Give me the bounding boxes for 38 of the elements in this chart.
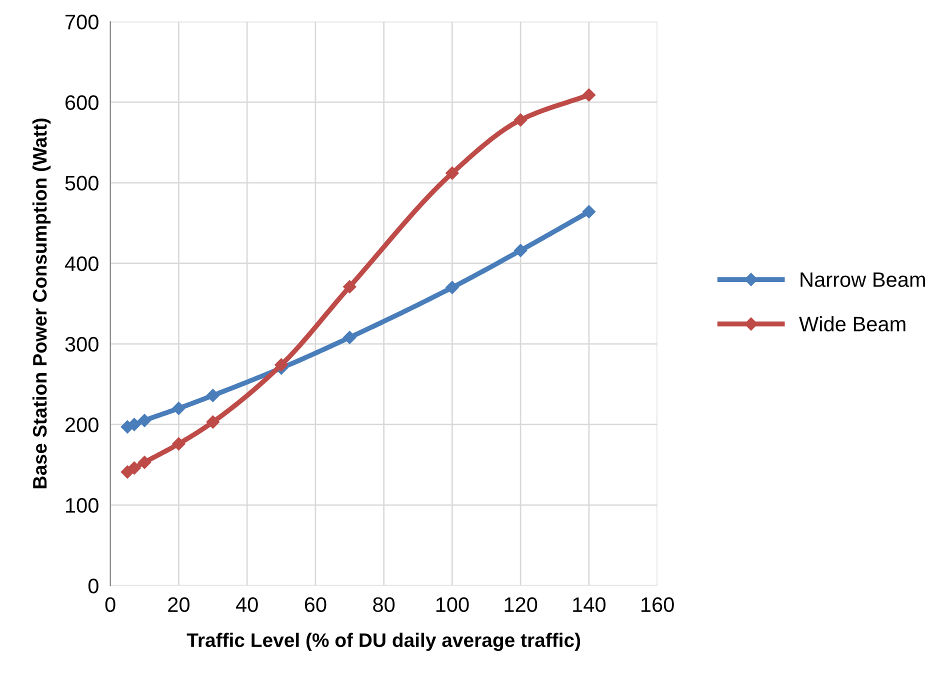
point — [128, 461, 141, 475]
y-tick-label: 0 — [88, 578, 98, 594]
x-tick-label: 60 — [304, 597, 326, 612]
point — [582, 205, 596, 218]
point — [172, 437, 186, 450]
point — [446, 166, 459, 180]
legend-label: Wide Beam — [799, 316, 906, 332]
point — [343, 330, 356, 344]
y-axis-title: Base Station Power Consumption (Watt) — [32, 118, 51, 488]
point — [343, 280, 356, 294]
x-tick-label: 140 — [573, 597, 606, 612]
legend-label: Narrow Beam — [800, 272, 925, 288]
point — [274, 358, 288, 372]
x-tick-label: 100 — [436, 597, 469, 612]
y-tick-label: 700 — [66, 14, 98, 30]
x-axis-title: Traffic Level (% of DU daily average traffic) — [186, 632, 580, 652]
x-tick-label: 20 — [168, 597, 190, 612]
x-tick-label: 0 — [105, 597, 116, 612]
y-tick-label: 100 — [66, 498, 98, 513]
point — [138, 456, 152, 469]
y-tick-label: 400 — [64, 256, 98, 272]
point — [138, 414, 152, 428]
x-tick-label: 80 — [373, 597, 395, 612]
point — [514, 244, 528, 258]
point — [446, 280, 459, 294]
point — [582, 88, 596, 102]
point — [206, 415, 220, 429]
point — [514, 113, 528, 127]
point — [128, 418, 141, 432]
x-tick-label: 40 — [236, 597, 258, 612]
point — [206, 388, 220, 402]
x-tick-label: 160 — [642, 597, 674, 612]
y-tick-label: 500 — [65, 176, 98, 191]
y-tick-label: 200 — [66, 417, 98, 432]
point — [172, 402, 186, 415]
y-tick-label: 300 — [65, 336, 98, 352]
y-tick-label: 600 — [66, 95, 98, 110]
x-tick-label: 120 — [504, 597, 538, 612]
